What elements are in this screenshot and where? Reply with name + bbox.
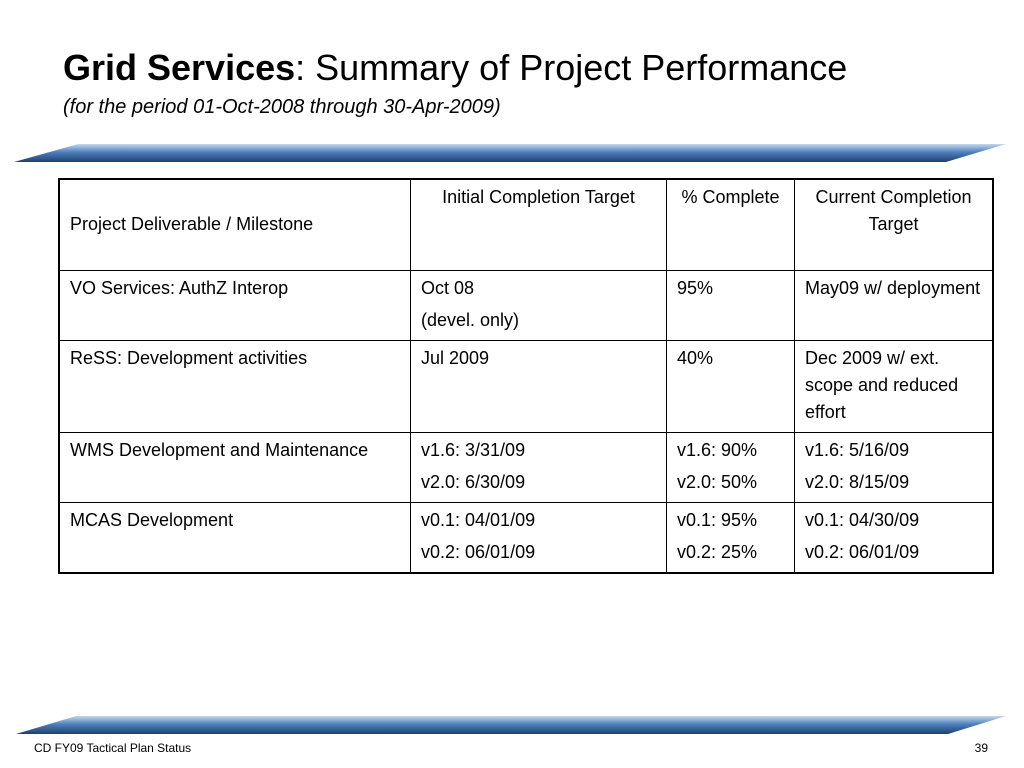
cell-line: MCAS Development [70, 510, 234, 530]
cell-line: v0.1: 04/01/09 [421, 510, 536, 530]
cell-percent-complete: 95% [666, 270, 795, 341]
header-initial-target: Initial Completion Target [410, 179, 667, 271]
page-number: 39 [974, 741, 988, 755]
cell-line: v0.2: 06/01/09 [805, 542, 920, 562]
cell-line: v0.2: 25% [677, 542, 758, 562]
cell-percent-complete: 40% [666, 340, 795, 433]
slide-subtitle: (for the period 01-Oct-2008 through 30-A… [63, 96, 501, 118]
cell-initial-target: Oct 08 (devel. only) [410, 270, 667, 341]
cell-current-target: v0.1: 04/30/09 v0.2: 06/01/09 [794, 502, 993, 573]
table-row: MCAS Development v0.1: 04/01/09 v0.2: 06/… [59, 502, 993, 573]
cell-line: v1.6: 3/31/09 [421, 440, 526, 460]
header-deliverable: Project Deliverable / Milestone [59, 179, 411, 271]
slide-title-bold: Grid Services [63, 47, 296, 88]
table-row: VO Services: AuthZ Interop Oct 08 (devel.… [59, 270, 993, 341]
cell-percent-complete: v0.1: 95% v0.2: 25% [666, 502, 795, 573]
cell-line: v2.0: 6/30/09 [421, 472, 526, 492]
slide-title: Grid Services: Summary of Project Perfor… [63, 46, 847, 90]
top-decorative-band [14, 144, 1006, 162]
cell-current-target: May09 w/ deployment [794, 270, 993, 341]
cell-line: ReSS: Development activities [70, 348, 308, 368]
cell-current-target: Dec 2009 w/ ext. scope and reduced effor… [794, 340, 993, 433]
table-header-row: Project Deliverable / Milestone Initial … [59, 179, 993, 271]
cell-deliverable: WMS Development and Maintenance [59, 432, 411, 503]
cell-line: WMS Development and Maintenance [70, 440, 369, 460]
cell-line: Oct 08 [421, 278, 475, 298]
cell-line: v0.1: 95% [677, 510, 758, 530]
cell-line: v1.6: 90% [677, 440, 758, 460]
cell-line: 40% [677, 348, 714, 368]
cell-line: v0.2: 06/01/09 [421, 542, 536, 562]
cell-line: (devel. only) [421, 310, 520, 330]
cell-deliverable: ReSS: Development activities [59, 340, 411, 433]
footer-label: CD FY09 Tactical Plan Status [34, 741, 192, 755]
slide-title-rest: : Summary of Project Performance [295, 47, 848, 88]
cell-percent-complete: v1.6: 90% v2.0: 50% [666, 432, 795, 503]
table-row: ReSS: Development activities Jul 2009 40… [59, 340, 993, 433]
cell-line: May09 w/ deployment [805, 278, 981, 298]
header-current-target: Current Completion Target [794, 179, 993, 271]
cell-line: v2.0: 8/15/09 [805, 472, 910, 492]
cell-line: Jul 2009 [421, 348, 490, 368]
cell-line: v0.1: 04/30/09 [805, 510, 920, 530]
cell-initial-target: Jul 2009 [410, 340, 667, 433]
cell-line: v1.6: 5/16/09 [805, 440, 910, 460]
cell-line: v2.0: 50% [677, 472, 758, 492]
bottom-decorative-band [16, 716, 1006, 734]
cell-current-target: v1.6: 5/16/09 v2.0: 8/15/09 [794, 432, 993, 503]
cell-line: 95% [677, 278, 714, 298]
performance-table: Project Deliverable / Milestone Initial … [58, 178, 994, 574]
cell-deliverable: VO Services: AuthZ Interop [59, 270, 411, 341]
cell-initial-target: v1.6: 3/31/09 v2.0: 6/30/09 [410, 432, 667, 503]
cell-initial-target: v0.1: 04/01/09 v0.2: 06/01/09 [410, 502, 667, 573]
header-percent-complete: % Complete [666, 179, 795, 271]
cell-line: Dec 2009 w/ ext. scope and reduced effor… [805, 348, 959, 422]
table-row: WMS Development and Maintenance v1.6: 3/… [59, 432, 993, 503]
cell-deliverable: MCAS Development [59, 502, 411, 573]
cell-line: VO Services: AuthZ Interop [70, 278, 289, 298]
